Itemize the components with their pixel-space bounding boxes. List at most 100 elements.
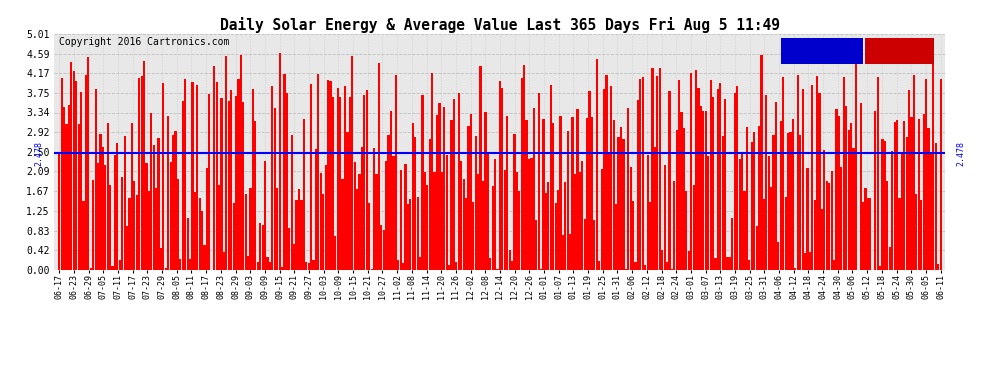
Bar: [940, 79, 941, 270]
Bar: [291, 135, 293, 270]
Bar: [60, 78, 62, 270]
Bar: [569, 234, 571, 270]
Bar: [378, 63, 380, 270]
Bar: [734, 93, 736, 270]
Bar: [581, 160, 583, 270]
Bar: [685, 191, 687, 270]
Bar: [75, 81, 77, 270]
Bar: [286, 93, 288, 270]
Bar: [854, 53, 857, 270]
Bar: [630, 166, 632, 270]
Bar: [554, 202, 556, 270]
Bar: [850, 123, 852, 270]
Bar: [172, 135, 174, 270]
Bar: [370, 268, 372, 270]
Bar: [119, 260, 121, 270]
Bar: [206, 168, 208, 270]
Bar: [501, 88, 504, 270]
Bar: [238, 80, 240, 270]
Bar: [700, 106, 702, 270]
Bar: [842, 77, 844, 270]
Bar: [705, 111, 707, 270]
Bar: [758, 126, 760, 270]
Bar: [526, 120, 528, 270]
Bar: [434, 172, 436, 270]
Bar: [675, 130, 678, 270]
Bar: [531, 158, 533, 270]
Bar: [283, 74, 285, 270]
Bar: [836, 109, 838, 270]
Bar: [637, 100, 640, 270]
Bar: [208, 94, 211, 270]
Bar: [380, 225, 382, 270]
Bar: [271, 86, 273, 270]
Bar: [189, 259, 191, 270]
Bar: [829, 183, 831, 270]
Bar: [213, 66, 216, 270]
Bar: [235, 96, 238, 270]
Bar: [402, 263, 404, 270]
Bar: [121, 177, 124, 270]
Bar: [264, 161, 266, 270]
Bar: [477, 174, 479, 270]
Bar: [618, 137, 620, 270]
Bar: [346, 132, 348, 270]
Bar: [70, 62, 72, 270]
Bar: [228, 102, 230, 270]
Bar: [753, 132, 755, 270]
Bar: [640, 79, 642, 270]
Bar: [479, 66, 482, 270]
Bar: [540, 269, 543, 270]
Bar: [288, 228, 290, 270]
Bar: [543, 119, 545, 270]
Bar: [281, 267, 283, 270]
Bar: [169, 162, 171, 270]
Bar: [63, 107, 65, 270]
Bar: [935, 143, 937, 270]
Bar: [821, 209, 823, 270]
Bar: [586, 118, 588, 270]
Bar: [419, 257, 421, 270]
Bar: [191, 82, 194, 270]
Bar: [719, 83, 722, 270]
Bar: [325, 165, 327, 270]
Bar: [441, 172, 443, 270]
Bar: [610, 86, 613, 270]
Bar: [688, 251, 690, 270]
Bar: [782, 77, 784, 270]
Bar: [593, 220, 595, 270]
Bar: [814, 200, 816, 270]
Bar: [218, 185, 220, 270]
Bar: [266, 257, 268, 270]
Bar: [303, 120, 305, 270]
Bar: [368, 203, 370, 270]
Bar: [576, 110, 578, 270]
Bar: [337, 88, 339, 270]
Bar: [327, 80, 329, 270]
Bar: [116, 143, 119, 270]
Bar: [632, 201, 635, 270]
Bar: [521, 78, 523, 270]
Bar: [358, 174, 360, 270]
Bar: [102, 147, 104, 270]
Bar: [407, 204, 409, 270]
Bar: [138, 78, 141, 270]
Bar: [429, 139, 431, 270]
Bar: [933, 58, 935, 270]
Bar: [226, 56, 228, 270]
Bar: [65, 124, 67, 270]
Bar: [82, 201, 84, 270]
Bar: [743, 191, 745, 270]
Bar: [518, 192, 521, 270]
Bar: [804, 252, 806, 270]
Bar: [898, 198, 901, 270]
Bar: [598, 261, 600, 270]
Bar: [167, 116, 169, 270]
Bar: [816, 76, 818, 270]
Bar: [819, 93, 821, 270]
Bar: [879, 266, 881, 270]
Bar: [339, 98, 342, 270]
Bar: [157, 138, 159, 270]
Bar: [841, 167, 842, 270]
Bar: [620, 128, 622, 270]
